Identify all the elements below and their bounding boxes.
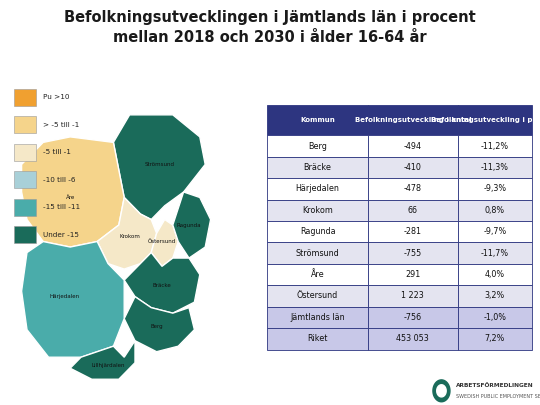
Text: 1 223: 1 223 <box>401 292 424 301</box>
Text: Bräcke: Bräcke <box>153 283 171 288</box>
FancyBboxPatch shape <box>368 200 458 221</box>
Text: 0,8%: 0,8% <box>485 206 505 215</box>
Text: -1,0%: -1,0% <box>483 313 507 322</box>
Text: -11,7%: -11,7% <box>481 249 509 258</box>
Text: -281: -281 <box>404 227 422 236</box>
Text: Kommun: Kommun <box>300 117 335 123</box>
FancyBboxPatch shape <box>458 105 532 135</box>
FancyBboxPatch shape <box>267 285 368 307</box>
Text: ARBETSFÖRMEDLINGEN: ARBETSFÖRMEDLINGEN <box>456 383 534 388</box>
FancyBboxPatch shape <box>267 105 368 135</box>
Text: -11,3%: -11,3% <box>481 163 509 172</box>
Text: -494: -494 <box>404 142 422 151</box>
Text: Under -15: Under -15 <box>43 232 79 238</box>
FancyBboxPatch shape <box>267 135 368 157</box>
Text: Strömsund: Strömsund <box>144 162 174 167</box>
Text: Åre: Åre <box>310 270 325 279</box>
FancyBboxPatch shape <box>458 328 532 350</box>
Text: Krokom: Krokom <box>119 234 140 239</box>
FancyBboxPatch shape <box>368 328 458 350</box>
Text: Pu >10: Pu >10 <box>43 94 69 100</box>
Text: 7,2%: 7,2% <box>485 335 505 343</box>
FancyBboxPatch shape <box>368 285 458 307</box>
Text: Jämtlands län: Jämtlands län <box>291 313 345 322</box>
Text: -15 till -11: -15 till -11 <box>43 205 80 210</box>
Text: Ragunda: Ragunda <box>300 227 335 236</box>
Polygon shape <box>124 296 194 352</box>
Text: -478: -478 <box>404 184 422 194</box>
Polygon shape <box>70 341 135 379</box>
Text: -410: -410 <box>404 163 422 172</box>
Text: Härjedalen: Härjedalen <box>50 294 80 299</box>
FancyBboxPatch shape <box>458 178 532 200</box>
Text: -9,3%: -9,3% <box>483 184 507 194</box>
Text: 66: 66 <box>408 206 418 215</box>
FancyBboxPatch shape <box>267 178 368 200</box>
Text: 291: 291 <box>405 270 421 279</box>
FancyBboxPatch shape <box>368 243 458 264</box>
Text: mellan 2018 och 2030 i ålder 16-64 år: mellan 2018 och 2030 i ålder 16-64 år <box>113 30 427 45</box>
FancyBboxPatch shape <box>267 221 368 243</box>
Text: 3,2%: 3,2% <box>485 292 505 301</box>
FancyBboxPatch shape <box>368 264 458 285</box>
Polygon shape <box>151 220 178 266</box>
Text: Riket: Riket <box>307 335 328 343</box>
Text: Berg: Berg <box>308 142 327 151</box>
Text: 4,0%: 4,0% <box>485 270 505 279</box>
FancyBboxPatch shape <box>267 264 368 285</box>
Polygon shape <box>97 198 157 269</box>
Polygon shape <box>173 192 211 258</box>
FancyBboxPatch shape <box>267 307 368 328</box>
FancyBboxPatch shape <box>267 200 368 221</box>
Text: Östersund: Östersund <box>297 292 338 301</box>
Polygon shape <box>433 380 450 402</box>
Text: Lillhjärdalen: Lillhjärdalen <box>91 363 125 368</box>
Text: Krokom: Krokom <box>302 206 333 215</box>
Text: -755: -755 <box>404 249 422 258</box>
Text: Befolkningsutveckling i antal: Befolkningsutveckling i antal <box>355 117 471 123</box>
Text: -756: -756 <box>404 313 422 322</box>
FancyBboxPatch shape <box>458 285 532 307</box>
FancyBboxPatch shape <box>368 221 458 243</box>
FancyBboxPatch shape <box>368 135 458 157</box>
Text: Åre: Åre <box>65 195 75 200</box>
Text: Strömsund: Strömsund <box>296 249 340 258</box>
Text: > -5 till -1: > -5 till -1 <box>43 122 79 128</box>
Text: -10 till -6: -10 till -6 <box>43 177 75 183</box>
FancyBboxPatch shape <box>458 264 532 285</box>
FancyBboxPatch shape <box>458 135 532 157</box>
Polygon shape <box>22 241 124 357</box>
Text: Bräcke: Bräcke <box>303 163 332 172</box>
Polygon shape <box>124 253 200 313</box>
Text: Befolkningsutvecklingen i Jämtlands län i procent: Befolkningsutvecklingen i Jämtlands län … <box>64 10 476 25</box>
FancyBboxPatch shape <box>267 243 368 264</box>
Polygon shape <box>437 385 446 397</box>
Text: -11,2%: -11,2% <box>481 142 509 151</box>
FancyBboxPatch shape <box>458 157 532 178</box>
Text: Ragunda: Ragunda <box>177 222 201 228</box>
Text: Berg: Berg <box>150 324 163 329</box>
Text: Härjedalen: Härjedalen <box>295 184 340 194</box>
FancyBboxPatch shape <box>368 178 458 200</box>
Polygon shape <box>113 115 205 220</box>
Polygon shape <box>22 137 124 247</box>
Text: Befolkningsutveckling i procent: Befolkningsutveckling i procent <box>431 117 540 123</box>
FancyBboxPatch shape <box>368 307 458 328</box>
Text: Östersund: Östersund <box>148 239 176 244</box>
FancyBboxPatch shape <box>458 200 532 221</box>
FancyBboxPatch shape <box>267 328 368 350</box>
Text: -9,7%: -9,7% <box>483 227 507 236</box>
FancyBboxPatch shape <box>368 157 458 178</box>
Text: -5 till -1: -5 till -1 <box>43 149 71 155</box>
FancyBboxPatch shape <box>368 105 458 135</box>
FancyBboxPatch shape <box>458 307 532 328</box>
FancyBboxPatch shape <box>267 157 368 178</box>
FancyBboxPatch shape <box>458 221 532 243</box>
FancyBboxPatch shape <box>458 243 532 264</box>
Text: 453 053: 453 053 <box>396 335 429 343</box>
Text: SWEDISH PUBLIC EMPLOYMENT SERVICE: SWEDISH PUBLIC EMPLOYMENT SERVICE <box>456 394 540 399</box>
